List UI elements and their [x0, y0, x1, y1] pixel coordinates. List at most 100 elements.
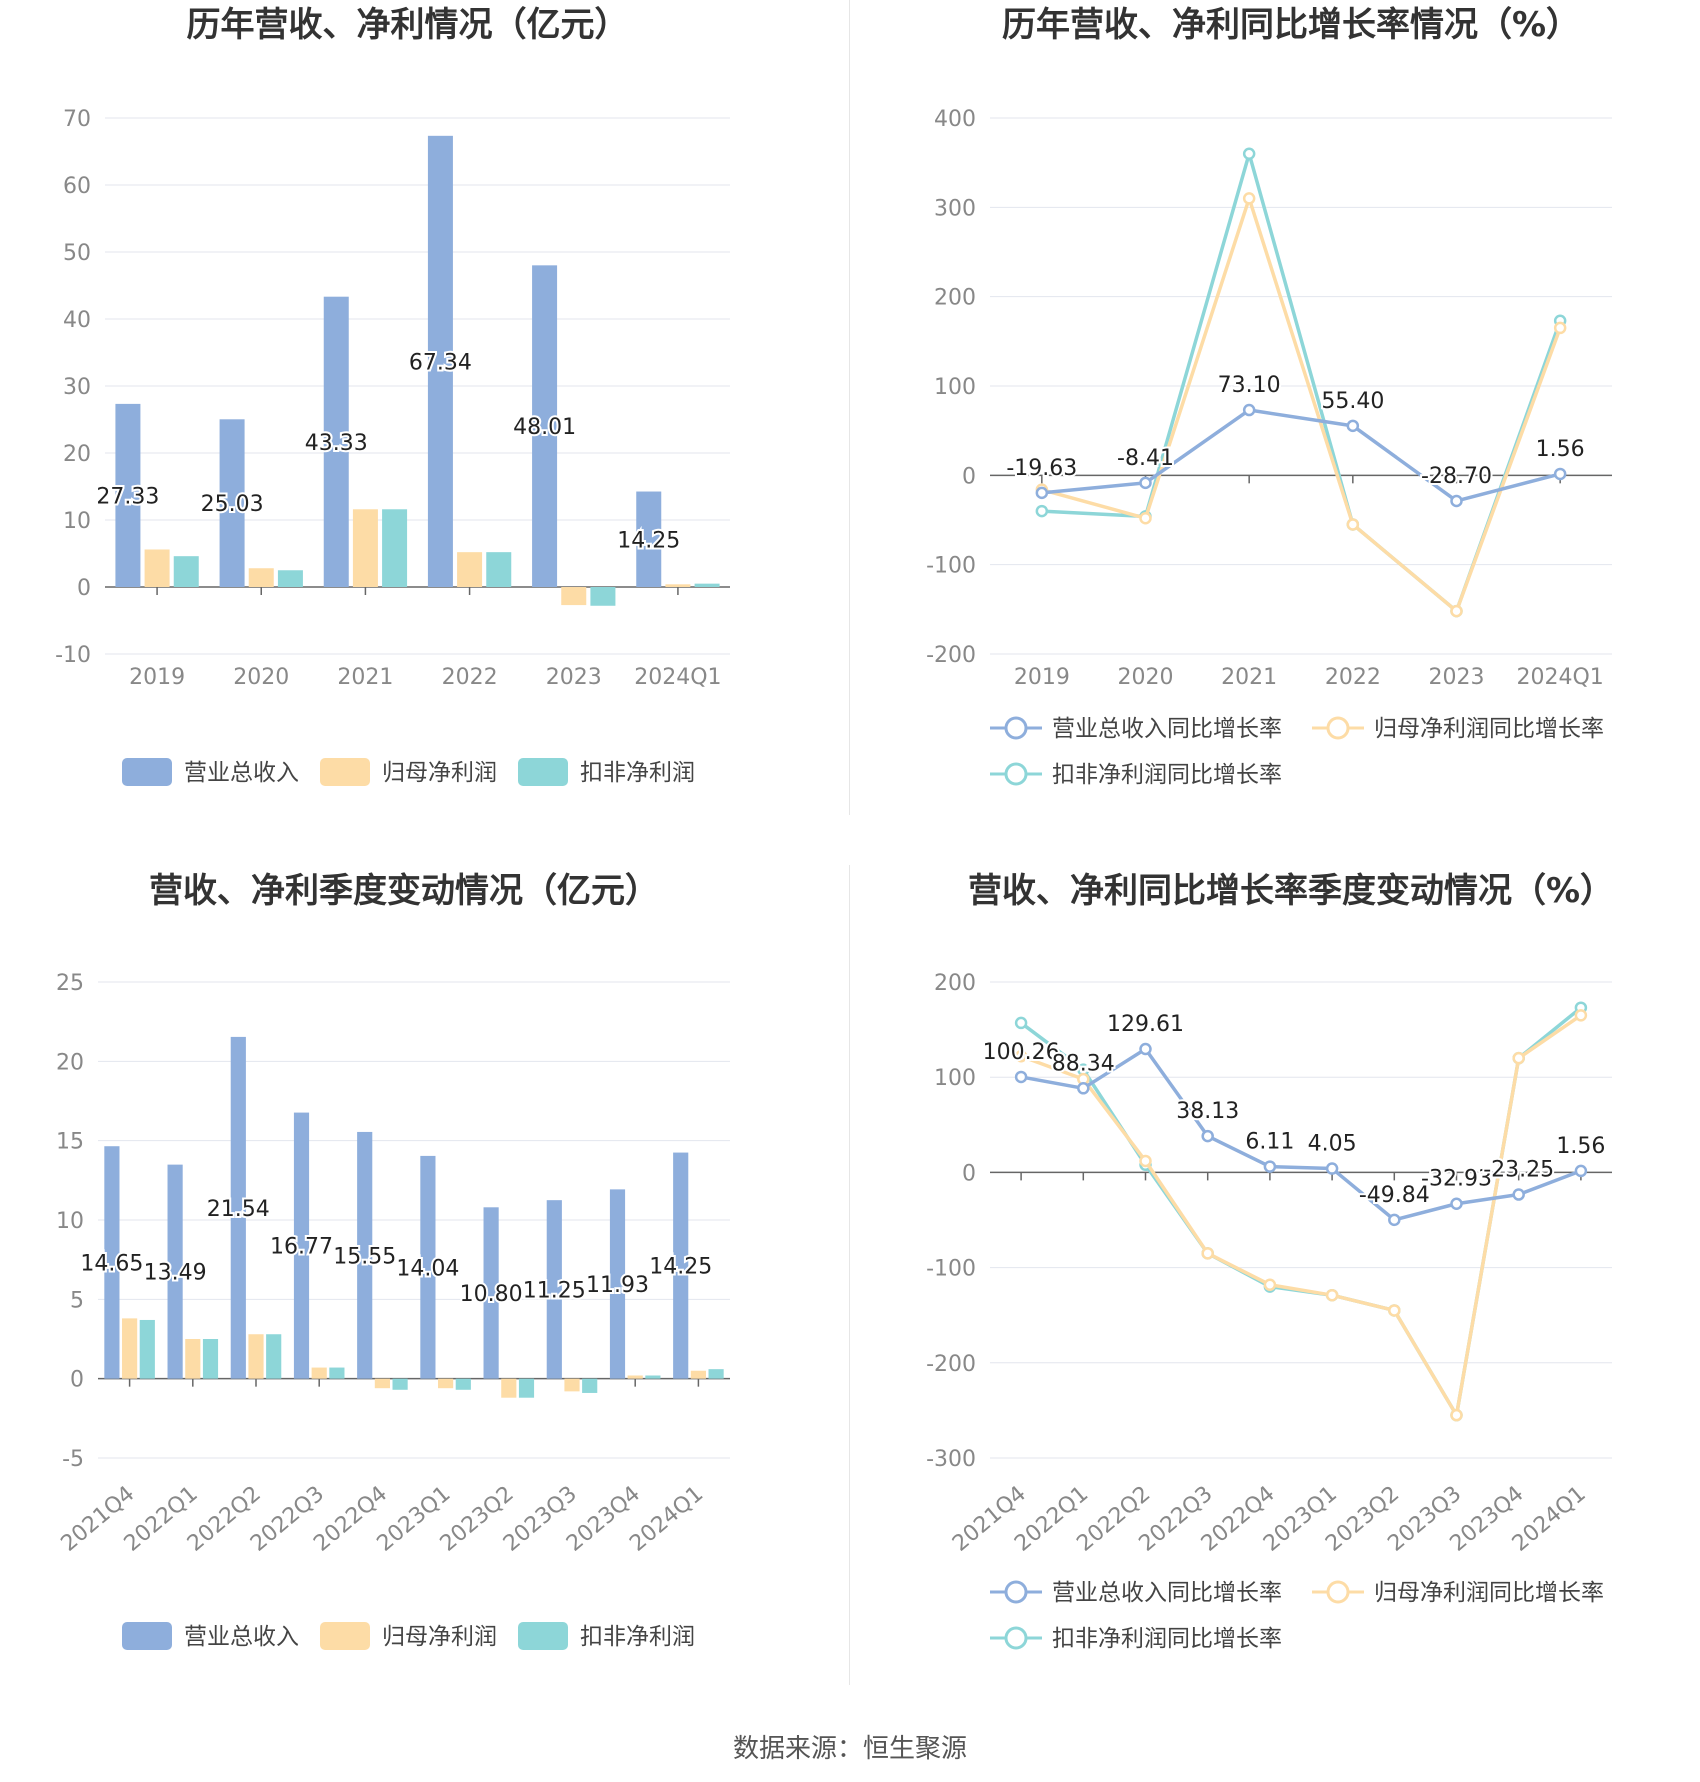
bar-3: [590, 587, 616, 606]
bar-data-label: 67.34: [409, 350, 472, 375]
line-point-2: [1201, 1247, 1214, 1260]
bar-1: [532, 265, 558, 587]
legend-swatch-marker: [1326, 1580, 1350, 1604]
bar-2: [185, 1339, 201, 1379]
legend-swatch: [320, 1622, 370, 1650]
bar-3: [708, 1369, 724, 1379]
bar-1: [293, 1112, 310, 1379]
legend-swatch: [320, 758, 370, 786]
bar-data-label: 14.04: [396, 1256, 459, 1281]
bar-data-label: 16.77: [270, 1235, 333, 1260]
bar-2: [690, 1370, 706, 1379]
bar-data-label: 21.54: [207, 1197, 270, 1222]
y-tick-label: 15: [56, 1130, 84, 1155]
bar-data-label: 25.03: [201, 492, 264, 517]
line-point-2: [1139, 1154, 1152, 1168]
x-tick-label: 2021: [1221, 665, 1277, 690]
x-tick-label: 2024Q1: [634, 665, 721, 690]
vertical-divider-top: [849, 0, 850, 815]
series-line-1: [1020, 1047, 1582, 1222]
line-data-label: 55.40: [1321, 389, 1384, 414]
y-tick-label: 100: [934, 1066, 976, 1091]
line-point-1: [1388, 1213, 1401, 1227]
bar-3: [582, 1378, 598, 1393]
line-point-1: [1242, 403, 1256, 417]
line-point-1: [1450, 494, 1463, 508]
y-tick-label: -200: [926, 643, 976, 668]
data-source-label: 数据来源：恒生聚源: [732, 1734, 967, 1764]
line-data-label: -32.93: [1421, 1167, 1492, 1192]
bar-3: [486, 552, 512, 587]
line-point-2: [1014, 1050, 1028, 1063]
y-tick-label: 40: [63, 308, 91, 333]
bar-3: [202, 1339, 219, 1379]
bar-1: [167, 1164, 183, 1379]
chart-title: 营收、净利季度变动情况（亿元）: [149, 871, 659, 911]
line-point-1: [1263, 1160, 1277, 1173]
line-point-3: [1035, 504, 1049, 518]
line-data-label: 73.10: [1218, 373, 1281, 398]
line-data-label: -8.41: [1117, 446, 1174, 471]
bar-3: [173, 556, 199, 587]
line-data-label: -23.25: [1483, 1158, 1554, 1183]
line-point-1: [1574, 1164, 1588, 1178]
chart-title: 历年营收、净利情况（亿元）: [187, 5, 629, 45]
line-point-2: [1242, 192, 1256, 205]
line-data-label: 88.34: [1052, 1051, 1115, 1076]
line-point-1: [1139, 476, 1152, 490]
chart-title: 营收、净利同比增长率季度变动情况（%）: [968, 871, 1614, 911]
bar-data-label: 14.25: [649, 1255, 712, 1280]
y-tick-label: 200: [934, 971, 976, 996]
line-point-2: [1553, 321, 1567, 335]
y-tick-label: -5: [62, 1447, 84, 1472]
x-tick-label: 2021: [337, 665, 393, 690]
bar-2: [665, 584, 691, 587]
legend-label: 归母净利润同比增长率: [1374, 1580, 1604, 1606]
chart-title: 历年营收、净利同比增长率情况（%）: [1002, 5, 1580, 45]
legend-label: 扣非净利润同比增长率: [1052, 1626, 1282, 1652]
quarterly-growth-rate-chart: 营收、净利同比增长率季度变动情况（%）-300-200-100010020020…: [926, 871, 1614, 1652]
y-tick-label: -100: [926, 554, 976, 579]
y-tick-label: 0: [962, 1161, 976, 1186]
bar-3: [277, 570, 303, 587]
y-tick-label: 0: [70, 1368, 84, 1393]
y-tick-label: 30: [63, 375, 91, 400]
panel-quarterly-growth: 营收、净利同比增长率季度变动情况（%） -300 -200 -100 0 100 200 20…: [850, 860, 1700, 1720]
legend-label: 营业总收入: [184, 760, 299, 786]
bar-1: [323, 296, 349, 587]
y-tick-label: 20: [63, 442, 91, 467]
legend-swatch-marker: [1004, 1580, 1028, 1604]
series-line-2: [1020, 1013, 1582, 1417]
bar-3: [329, 1367, 345, 1379]
annual-growth-rate-chart: 历年营收、净利同比增长率情况（%） -200 -100 0 100 200 300 400 20…: [926, 5, 1612, 788]
line-point-1: [1450, 1197, 1463, 1210]
bar-1: [483, 1207, 499, 1379]
y-tick-label: -200: [926, 1352, 976, 1377]
bar-2: [561, 587, 587, 606]
line-point-2: [1388, 1304, 1401, 1317]
y-tick-label: 25: [56, 971, 84, 996]
legend-swatch: [518, 1622, 568, 1650]
bar-2: [248, 568, 274, 587]
y-tick-label: 10: [63, 509, 91, 534]
y-tick-label: 100: [934, 375, 976, 400]
line-point-1: [1512, 1188, 1525, 1201]
bar-3: [382, 509, 408, 587]
bar-1: [230, 1036, 246, 1379]
legend-label: 营业总收入: [184, 1624, 299, 1650]
panel-annual-bar: 历年营收、净利情况（亿元） -10 0 10 20 30 40 50 60 70 2019 2020 2…: [0, 0, 850, 860]
x-tick-label: 2022: [442, 665, 498, 690]
y-tick-label: 400: [934, 107, 976, 132]
line-data-label: 1.56: [1536, 437, 1585, 462]
series-line-2: [1041, 196, 1562, 613]
bar-data-label: 14.25: [617, 528, 680, 553]
panel-annual-growth: 历年营收、净利同比增长率情况（%） -200 -100 0 100 200 300 400 20…: [850, 0, 1700, 860]
series-line-1: [1041, 408, 1561, 503]
y-tick-label: 70: [63, 107, 91, 132]
bar-2: [374, 1378, 390, 1389]
line-data-label: 1.56: [1556, 1134, 1605, 1159]
bar-1: [636, 491, 662, 587]
line-point-2: [1139, 511, 1152, 525]
line-data-label: 6.11: [1245, 1130, 1294, 1155]
line-point-2: [1512, 1051, 1525, 1065]
